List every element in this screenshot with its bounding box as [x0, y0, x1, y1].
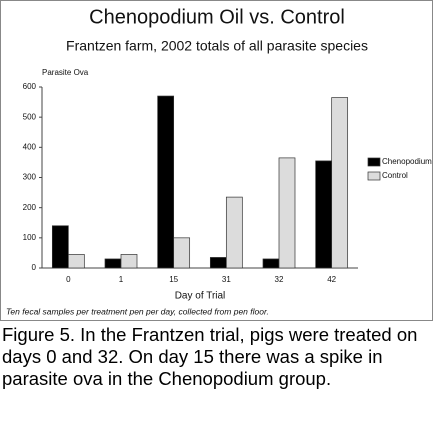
x-tick-label: 31 — [222, 275, 231, 284]
bar — [67, 254, 85, 269]
bar — [157, 95, 175, 269]
y-tick-label: 100 — [23, 233, 37, 242]
x-tick-label: 1 — [119, 275, 124, 284]
bar — [51, 225, 69, 269]
bar — [262, 258, 280, 269]
y-tick-label: 300 — [23, 173, 37, 182]
chart: Chenopodium Oil vs. Control Frantzen far… — [0, 0, 433, 321]
y-tick-label: 500 — [23, 112, 37, 121]
legend-swatch — [367, 171, 381, 181]
chart-subtitle: Frantzen farm, 2002 totals of all parasi… — [66, 38, 368, 54]
legend-label: Chenopodium — [382, 157, 432, 166]
bar — [331, 97, 349, 269]
bar — [278, 157, 296, 269]
bar — [209, 257, 227, 269]
y-axis-label: Parasite Ova — [42, 68, 89, 77]
x-axis-label: Day of Trial — [175, 291, 226, 302]
bar — [120, 254, 138, 269]
chart-note: Ten fecal samples per treatment pen per … — [6, 306, 269, 316]
x-tick-label: 0 — [66, 275, 71, 284]
x-tick-label: 32 — [275, 275, 284, 284]
bar — [173, 237, 191, 269]
x-tick-label: 15 — [169, 275, 178, 284]
y-tick-label: 0 — [32, 263, 37, 272]
y-tick-label: 600 — [23, 82, 37, 91]
legend-swatch — [367, 157, 381, 167]
bar — [315, 160, 333, 269]
y-tick-label: 200 — [23, 203, 37, 212]
y-tick-label: 400 — [23, 142, 37, 151]
x-tick-label: 42 — [327, 275, 336, 284]
legend-label: Control — [382, 171, 408, 180]
chart-title: Chenopodium Oil vs. Control — [89, 6, 345, 28]
bar — [225, 196, 243, 269]
figure-caption: Figure 5. In the Frantzen trial, pigs we… — [2, 324, 418, 389]
bar — [104, 258, 122, 269]
